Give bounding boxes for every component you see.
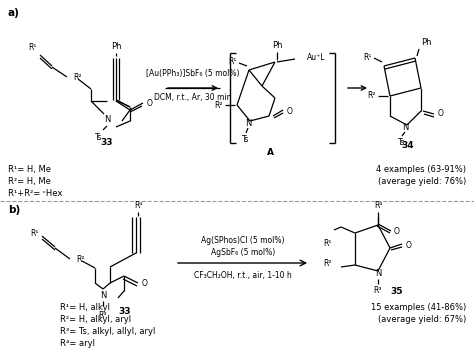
Text: DCM, r.t., Ar, 30 min: DCM, r.t., Ar, 30 min <box>154 93 232 102</box>
Text: R¹= H, Me: R¹= H, Me <box>8 165 51 174</box>
Text: R¹: R¹ <box>364 54 372 62</box>
Text: Ts: Ts <box>242 135 250 144</box>
Text: Ph: Ph <box>111 42 121 51</box>
Text: R¹: R¹ <box>228 58 237 66</box>
Text: R³: R³ <box>99 311 107 320</box>
Text: R¹: R¹ <box>30 228 38 238</box>
Text: O: O <box>438 109 444 119</box>
Text: R⁴: R⁴ <box>374 201 382 210</box>
Text: O: O <box>406 240 412 250</box>
Text: Ts: Ts <box>95 133 103 142</box>
Text: R²= H, Me: R²= H, Me <box>8 177 51 186</box>
Text: Ag(SPhos)Cl (5 mol%): Ag(SPhos)Cl (5 mol%) <box>201 236 285 245</box>
Text: N: N <box>100 291 106 299</box>
Text: (average yield: 76%): (average yield: 76%) <box>378 177 466 186</box>
Text: 35: 35 <box>390 287 402 296</box>
Text: N: N <box>245 119 251 127</box>
Text: O: O <box>287 107 293 115</box>
Text: R⁴: R⁴ <box>134 201 142 210</box>
Text: R³= Ts, alkyl, allyl, aryl: R³= Ts, alkyl, allyl, aryl <box>60 327 155 336</box>
Text: AgSbF₆ (5 mol%): AgSbF₆ (5 mol%) <box>211 248 275 257</box>
Text: 33: 33 <box>101 138 113 147</box>
Text: R¹+R²= ᶜHex: R¹+R²= ᶜHex <box>8 189 63 198</box>
Text: N: N <box>402 122 408 132</box>
Text: R¹: R¹ <box>28 43 36 53</box>
Text: b): b) <box>8 205 20 215</box>
Text: (average yield: 67%): (average yield: 67%) <box>378 315 466 324</box>
Text: R²= H, alkyl, aryl: R²= H, alkyl, aryl <box>60 315 131 324</box>
Text: [Au(PPh₃)]SbF₆ (5 mol%): [Au(PPh₃)]SbF₆ (5 mol%) <box>146 69 240 78</box>
Text: Ph: Ph <box>272 41 282 50</box>
Text: 15 examples (41-86%): 15 examples (41-86%) <box>371 303 466 312</box>
Text: Ph: Ph <box>421 38 431 47</box>
Text: 33: 33 <box>118 307 130 316</box>
Text: a): a) <box>8 8 20 18</box>
Text: R²: R² <box>323 259 332 269</box>
Text: Au⁺L: Au⁺L <box>307 54 326 62</box>
Text: R³: R³ <box>374 286 382 295</box>
Text: CF₃CH₂OH, r.t., air, 1-10 h: CF₃CH₂OH, r.t., air, 1-10 h <box>194 271 292 280</box>
Text: O: O <box>142 279 148 287</box>
Text: 4 examples (63-91%): 4 examples (63-91%) <box>376 165 466 174</box>
Text: R²: R² <box>367 91 376 101</box>
Text: R²: R² <box>76 256 84 264</box>
Text: R⁴= aryl: R⁴= aryl <box>60 339 95 348</box>
Text: 34: 34 <box>401 141 414 150</box>
Text: R²: R² <box>73 72 82 82</box>
Text: O: O <box>394 227 400 237</box>
Text: A: A <box>266 148 273 157</box>
Text: R¹= H, alkyl: R¹= H, alkyl <box>60 303 110 312</box>
Text: N: N <box>375 269 381 277</box>
Text: N: N <box>104 115 110 125</box>
Text: R¹: R¹ <box>324 239 332 247</box>
Text: O: O <box>147 98 153 108</box>
Text: Ts: Ts <box>398 138 406 147</box>
Text: R²: R² <box>215 101 223 109</box>
